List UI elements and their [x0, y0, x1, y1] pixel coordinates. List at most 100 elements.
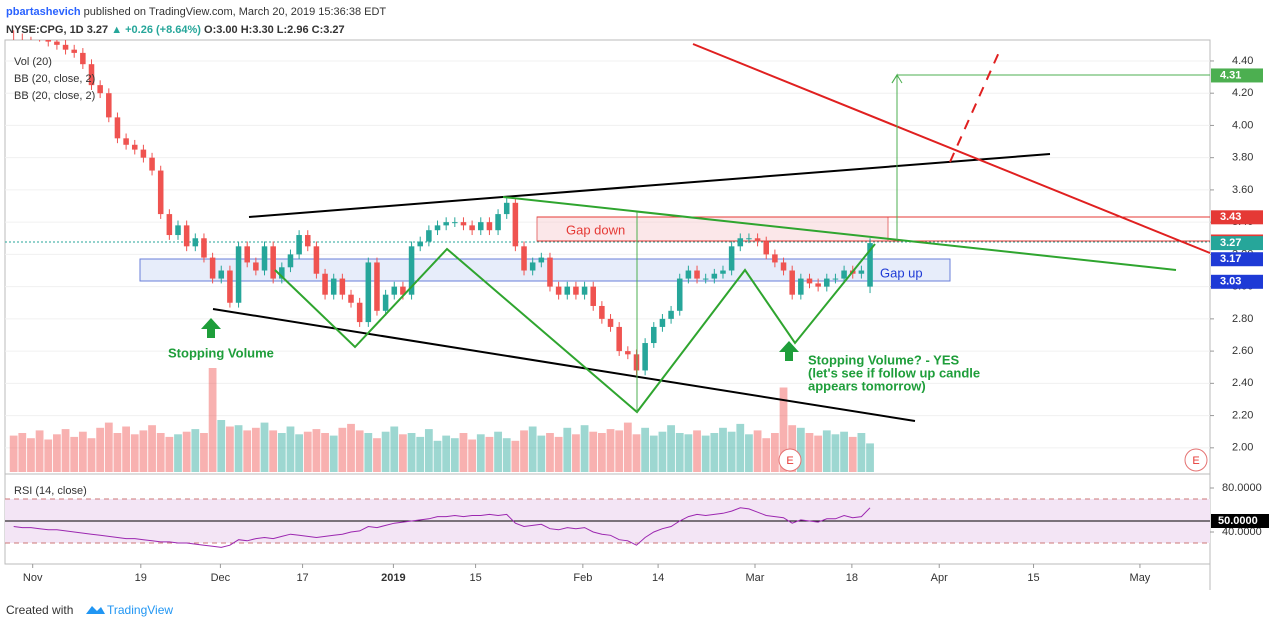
candle-body	[71, 49, 77, 53]
header-line: pbartashevich published on TradingView.c…	[6, 6, 386, 18]
earnings-label: E	[786, 455, 793, 467]
volume-bar	[502, 438, 511, 472]
candle-body	[521, 246, 527, 271]
y-tick-label: 3.60	[1232, 184, 1253, 196]
price-label: 3.43	[1220, 211, 1241, 223]
volume-bar	[710, 433, 719, 472]
candle-body	[45, 40, 52, 42]
volume-bar	[208, 368, 217, 472]
volume-bar	[174, 434, 182, 472]
rsi-line	[13, 507, 871, 548]
annotation: (let's see if follow up candle	[808, 365, 980, 380]
rsi-level-box	[1211, 513, 1269, 528]
candle-body	[330, 278, 337, 295]
candle-body	[408, 246, 415, 295]
x-tick-label: 15	[1027, 572, 1039, 584]
candle-body	[469, 225, 475, 231]
volume-bar	[597, 433, 606, 472]
earnings-marker[interactable]	[1184, 448, 1208, 472]
volume-bar	[364, 433, 373, 472]
author[interactable]: pbartashevich	[6, 6, 81, 18]
volume-bar	[260, 422, 269, 472]
candle-body	[443, 222, 449, 226]
brand[interactable]: TradingView	[107, 603, 173, 617]
volume-bar	[606, 429, 615, 472]
candle-body	[114, 117, 121, 139]
earnings-marker[interactable]	[778, 448, 802, 472]
candle-body	[685, 270, 692, 279]
price-label: 4.31	[1220, 69, 1241, 81]
candle-body	[322, 273, 328, 295]
volume-bar	[373, 438, 381, 472]
annotation: Gap up	[880, 265, 923, 280]
candle-body	[538, 257, 545, 263]
volume-bar	[554, 436, 563, 472]
volume-bar	[87, 438, 96, 472]
volume-bar	[572, 434, 580, 472]
y-tick-label: 2.60	[1232, 345, 1253, 357]
candle-body	[651, 326, 657, 344]
volume-bar	[53, 434, 61, 472]
candle-body	[668, 310, 674, 319]
candle-body	[720, 270, 726, 274]
candle-body	[616, 326, 622, 352]
rsi-tick-label: 80.0000	[1222, 482, 1262, 494]
rsi-tick-label: 40.0000	[1222, 526, 1262, 538]
volume-bar	[303, 431, 312, 472]
volume-bar	[70, 436, 79, 472]
volume-bar	[745, 434, 753, 472]
volume-bar	[494, 431, 502, 472]
volume-bar	[641, 427, 650, 472]
volume-bar	[407, 433, 416, 472]
volume-bar	[234, 425, 243, 472]
x-tick-label: Nov	[23, 572, 43, 584]
volume-bar	[424, 429, 433, 472]
volume-bar	[563, 427, 572, 472]
candle-body	[547, 257, 553, 287]
volume-bar	[615, 430, 624, 472]
candle-body	[356, 302, 363, 323]
volume-bar	[788, 425, 797, 472]
candle-body	[529, 262, 536, 271]
candle-body	[728, 246, 735, 271]
x-tick-label: Apr	[931, 572, 948, 584]
candle-body	[607, 318, 614, 327]
volume-bar	[399, 434, 407, 472]
candle-body	[253, 262, 259, 271]
volume-bar	[321, 433, 329, 472]
y-tick-label: 2.80	[1232, 313, 1253, 325]
volume-bar	[684, 434, 693, 472]
candle-body	[270, 246, 276, 279]
volume-bar	[822, 430, 831, 472]
brand-logo	[86, 606, 105, 614]
trend-line	[248, 153, 1051, 218]
candle-body	[201, 238, 207, 258]
volume-bar	[165, 436, 174, 472]
volume-bar	[753, 430, 762, 472]
y-tick-label: 4.40	[1232, 55, 1253, 67]
candle-body	[140, 149, 147, 158]
volume-bar	[658, 431, 667, 472]
x-tick-label: 2019	[381, 572, 405, 584]
volume-bar	[762, 438, 771, 472]
volume-bar	[61, 429, 70, 472]
candle-body	[157, 170, 164, 215]
volume-bar	[459, 433, 468, 472]
volume-bar	[476, 434, 485, 472]
price-label: 3.17	[1220, 253, 1241, 265]
annotation: appears tomorrow)	[808, 378, 926, 393]
rsi-level-label: 50.0000	[1218, 515, 1258, 527]
volume-bar	[580, 425, 589, 472]
candle-body	[80, 52, 86, 65]
volume-bar	[511, 440, 520, 472]
candle-body	[737, 238, 744, 247]
candle-body	[313, 246, 320, 274]
volume-bar	[796, 427, 805, 472]
candle-body	[54, 41, 60, 45]
volume-bar	[243, 430, 252, 472]
volume-bar	[226, 426, 234, 472]
candle-body	[711, 273, 718, 279]
volume-bar	[485, 436, 494, 472]
x-tick-label: Dec	[211, 572, 231, 584]
annotation: Stopping Volume? - YES	[808, 352, 960, 367]
